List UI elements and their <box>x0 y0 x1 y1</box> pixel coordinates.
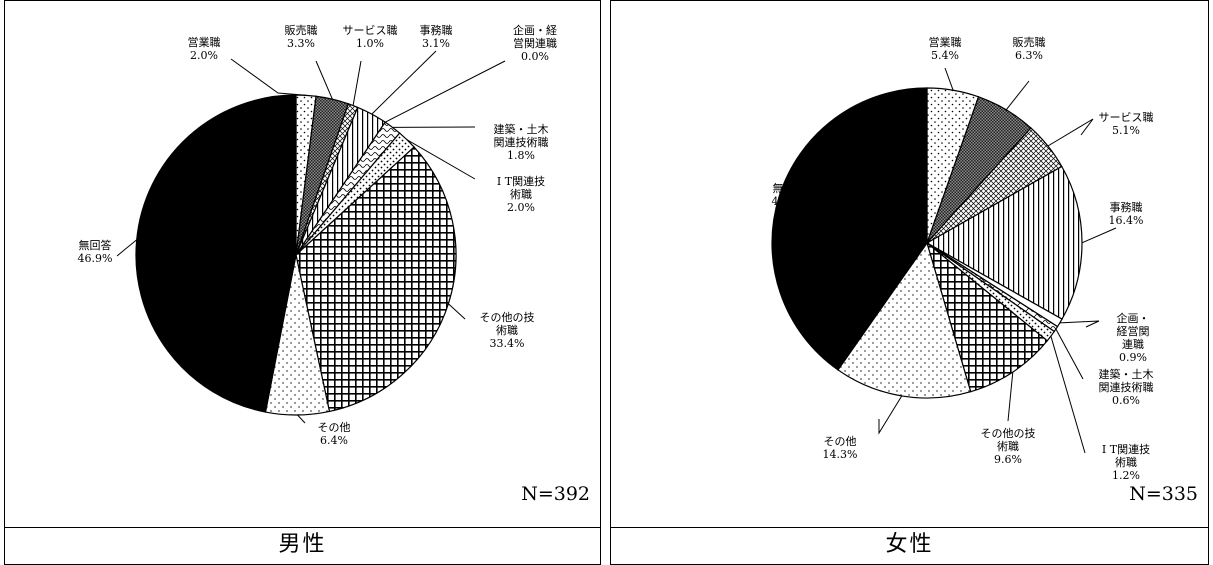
m-slice-無回答 <box>135 94 297 413</box>
m-label-サービス職: サービス職 1.0% <box>343 24 398 50</box>
m-leader-その他 <box>297 414 306 424</box>
f-leader-販売職 <box>1005 80 1030 111</box>
f-label-I-T関連技術職: I T関連技術職 1.2% <box>1102 442 1150 482</box>
m-leader-その他の技術職 <box>448 303 466 320</box>
f-leader-I-T関連技術職 <box>1050 336 1086 454</box>
m-label-その他の技術職: その他の技術職 33.4% <box>480 311 535 350</box>
f-leader-無回答 <box>778 195 798 216</box>
f-leader-事務職 <box>1081 227 1117 244</box>
female-pie-chart: 営業職 5.4% 販売職 6.3% サービス職 5.1% 事務職 16.4% 企画・経営関連職 0… <box>771 35 1154 482</box>
f-label-建築・土木関連技術職: 建築・土木関連技術職 0.6% <box>1099 367 1154 407</box>
f-label-サービス職: サービス職 5.1% <box>1099 111 1154 137</box>
f-label-営業職: 営業職 5.4% <box>929 35 962 62</box>
m-label-営業職: 営業職 2.0% <box>188 35 221 62</box>
f-leader-営業職 <box>944 67 954 91</box>
f-leader-その他 <box>878 395 903 435</box>
male-panel-divider <box>5 527 600 528</box>
f-label-その他: その他 14.3% <box>823 435 858 461</box>
m-leader-営業職 <box>230 58 307 96</box>
f-label-その他の技術職: その他の技術職 9.6% <box>981 427 1036 466</box>
male-pie-chart: 営業職 2.0% 販売職 3.3% サービス職 1.0% 事務職 3.1% 企画・経営関連職 0.… <box>78 23 557 447</box>
m-leader-販売職 <box>315 60 333 100</box>
f-label-販売職: 販売職 6.3% <box>1013 36 1046 62</box>
m-label-販売職: 販売職 3.3% <box>285 24 318 50</box>
female-chart-panel: 営業職 5.4% 販売職 6.3% サービス職 5.1% 事務職 16.4% 企画・経営関連職 0… <box>610 0 1209 565</box>
female-sample-size: N=335 <box>1129 483 1198 505</box>
male-chart-panel: 営業職 2.0% 販売職 3.3% サービス職 1.0% 事務職 3.1% 企画・経営関連職 0.… <box>4 0 601 565</box>
f-slice-その他の技術職 <box>925 241 1049 393</box>
m-labels: 営業職 2.0% 販売職 3.3% サービス職 1.0% 事務職 3.1% 企画・経営関連職 0.… <box>78 23 557 447</box>
f-label-無回答: 無回答 40.3% <box>772 181 807 208</box>
m-label-建築・土木関連技術職: 建築・土木関連技術職 1.8% <box>494 122 549 162</box>
m-slice-その他の技術職 <box>295 146 457 413</box>
m-leader-企画・経営関連職 <box>384 60 506 123</box>
f-label-企画・経営関連職: 企画・経営関連職 0.9% <box>1117 311 1150 364</box>
m-label-企画・経営関連職: 企画・経営関連職 0.0% <box>513 23 557 63</box>
f-labels: 営業職 5.4% 販売職 6.3% サービス職 5.1% 事務職 16.4% 企画・経営関連職 0… <box>772 35 1154 482</box>
f-leader-建築・土木関連技術職 <box>1055 328 1084 380</box>
f-leader-企画・経営関連職 <box>1059 320 1100 328</box>
female-group-label: 女性 <box>885 532 934 557</box>
male-sample-size: N=392 <box>521 483 590 505</box>
f-label-事務職: 事務職 16.4% <box>1109 200 1144 227</box>
f-leader-その他の技術職 <box>1007 372 1014 422</box>
m-leader-I-T関連技術職 <box>406 139 476 180</box>
m-label-その他: その他 6.4% <box>318 421 351 447</box>
f-slices <box>771 87 1083 399</box>
m-label-I-T関連技術職: I T関連技術職 2.0% <box>497 174 545 214</box>
m-slices <box>135 94 457 416</box>
female-panel-divider <box>611 527 1208 528</box>
m-leader-サービス職 <box>352 60 362 106</box>
m-leader-事務職 <box>371 50 437 115</box>
f-leader-サービス職 <box>1047 118 1094 147</box>
m-leader-無回答 <box>116 239 138 257</box>
m-label-事務職: 事務職 3.1% <box>420 23 453 50</box>
male-group-label: 男性 <box>278 532 327 557</box>
m-label-無回答: 無回答 46.9% <box>78 238 113 265</box>
